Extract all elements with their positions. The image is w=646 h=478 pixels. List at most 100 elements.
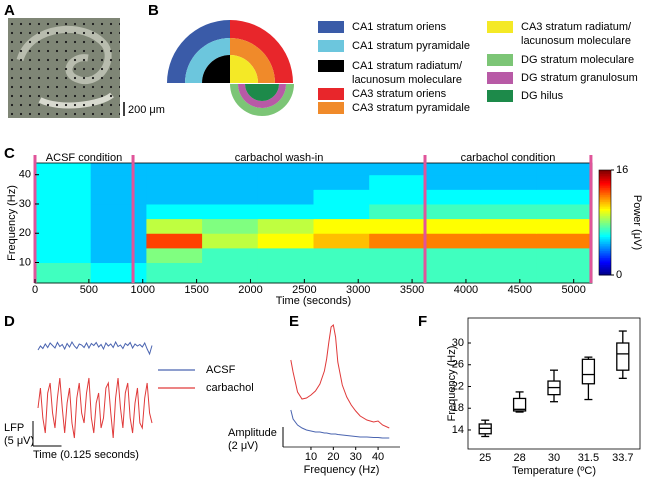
legend-label: CA3 stratum pyramidale bbox=[352, 102, 470, 114]
heatmap-cell bbox=[90, 163, 147, 176]
colorbar-frame bbox=[598, 169, 612, 276]
x-tick-label: 1500 bbox=[184, 284, 208, 296]
legend-label: CA1 stratum oriens bbox=[352, 21, 447, 33]
heatmap-cell bbox=[424, 163, 482, 176]
legend-label: CA3 stratum oriens bbox=[352, 88, 447, 100]
heatmap-cell bbox=[35, 262, 92, 284]
legend-label: ACSF bbox=[206, 364, 236, 376]
heatmap-cell bbox=[146, 218, 203, 234]
heatmap-cell bbox=[90, 262, 147, 284]
heatmap-cell bbox=[369, 233, 426, 249]
colorbar-slice bbox=[599, 262, 611, 265]
colorbar-slice bbox=[599, 224, 611, 227]
heatmap-cell bbox=[480, 189, 537, 205]
colorbar-slice bbox=[599, 233, 611, 236]
heatmap-cell bbox=[35, 174, 92, 190]
spectrum-line bbox=[290, 409, 390, 439]
heatmap-cell bbox=[480, 247, 537, 264]
colorbar-tick-label: 0 bbox=[616, 269, 622, 281]
heatmap-cell bbox=[202, 262, 259, 284]
legend-label: lacunosum moleculare bbox=[521, 35, 631, 47]
colorbar-slice bbox=[599, 273, 611, 276]
box bbox=[616, 342, 630, 371]
colorbar-slice bbox=[599, 250, 611, 253]
legend-label: DG stratum granulosum bbox=[521, 72, 638, 84]
colorbar-slice bbox=[599, 189, 611, 192]
colorbar-slice bbox=[599, 236, 611, 239]
x-tick-label: 10 bbox=[305, 451, 317, 463]
legend-label: DG hilus bbox=[521, 90, 564, 102]
condition-marker bbox=[33, 155, 37, 283]
y-tick-label: 14 bbox=[452, 424, 464, 436]
heatmap-cell bbox=[146, 174, 203, 190]
y-tick-label: 30 bbox=[452, 337, 464, 349]
heatmap-cell bbox=[90, 247, 147, 264]
heatmap-cell bbox=[257, 247, 314, 264]
heatmap-cell bbox=[369, 203, 426, 220]
colorbar-slice bbox=[599, 259, 611, 262]
heatmap-cell bbox=[480, 174, 537, 190]
legend-label: CA1 stratum pyramidale bbox=[352, 40, 470, 52]
heatmap-cell bbox=[369, 218, 426, 234]
heatmap-cell bbox=[480, 233, 537, 249]
heatmap-cell bbox=[424, 174, 482, 190]
legend-label: CA1 stratum radiatum/ bbox=[352, 60, 463, 72]
y-tick-label: 26 bbox=[452, 359, 464, 371]
x-tick-label: 2000 bbox=[238, 284, 262, 296]
legend-label: DG stratum moleculare bbox=[521, 54, 634, 66]
colorbar-slice bbox=[599, 243, 611, 246]
heatmap-cell bbox=[313, 247, 370, 264]
heatmap-cell bbox=[369, 174, 426, 190]
colorbar-slice bbox=[599, 212, 611, 215]
colorbar-slice bbox=[599, 227, 611, 230]
heatmap-cell bbox=[146, 233, 203, 249]
colorbar-slice bbox=[599, 255, 611, 258]
colorbar-slice bbox=[599, 226, 611, 229]
heatmap-cell bbox=[480, 218, 537, 234]
heatmap-cell bbox=[424, 233, 482, 249]
x-tick-label: 28 bbox=[513, 452, 525, 464]
condition-marker bbox=[589, 155, 593, 283]
condition-marker bbox=[423, 155, 427, 283]
box bbox=[512, 397, 527, 412]
heatmap-cell bbox=[257, 233, 314, 249]
micrograph: 200 μm bbox=[8, 18, 165, 118]
heatmap-cell bbox=[35, 233, 92, 249]
legend-swatch bbox=[318, 40, 344, 52]
heatmap-cell bbox=[313, 189, 370, 205]
x-tick-label: 30 bbox=[350, 451, 362, 463]
colorbar-slice bbox=[599, 219, 611, 222]
colorbar-tick-label: 16 bbox=[616, 164, 628, 176]
heatmap-cell bbox=[536, 203, 593, 220]
heatmap-cell bbox=[202, 218, 259, 234]
legend-label: carbachol bbox=[206, 382, 254, 394]
legend-swatch bbox=[487, 72, 513, 84]
colorbar-slice bbox=[599, 217, 611, 220]
heatmap-cell bbox=[369, 262, 426, 284]
lfp-trace bbox=[37, 377, 153, 439]
colorbar-slice bbox=[599, 210, 611, 213]
heatmap-cell bbox=[424, 247, 482, 264]
box bbox=[581, 358, 596, 385]
colorbar-slice bbox=[599, 245, 611, 248]
colorbar-slice bbox=[599, 175, 611, 178]
colorbar-slice bbox=[599, 191, 611, 194]
legend-swatch bbox=[487, 90, 513, 102]
panel-label: E bbox=[289, 313, 299, 330]
x-tick-label: 3500 bbox=[400, 284, 424, 296]
colorbar-slice bbox=[599, 238, 611, 241]
y-tick-label: 40 bbox=[19, 169, 31, 181]
heatmap-cell bbox=[313, 163, 370, 176]
colorbar-slice bbox=[599, 248, 611, 251]
colorbar-slice bbox=[599, 220, 611, 223]
y-tick-label: 20 bbox=[19, 227, 31, 239]
y-scale-label: LFP bbox=[4, 422, 24, 434]
heatmap-cell bbox=[90, 189, 147, 205]
colorbar-slice bbox=[599, 201, 611, 204]
x-tick-label: 3000 bbox=[346, 284, 370, 296]
heatmap-cell bbox=[536, 247, 593, 264]
x-tick-label: 4500 bbox=[508, 284, 532, 296]
panel-label: A bbox=[4, 2, 15, 19]
colorbar-slice bbox=[599, 268, 611, 271]
colorbar-slice bbox=[599, 264, 611, 267]
